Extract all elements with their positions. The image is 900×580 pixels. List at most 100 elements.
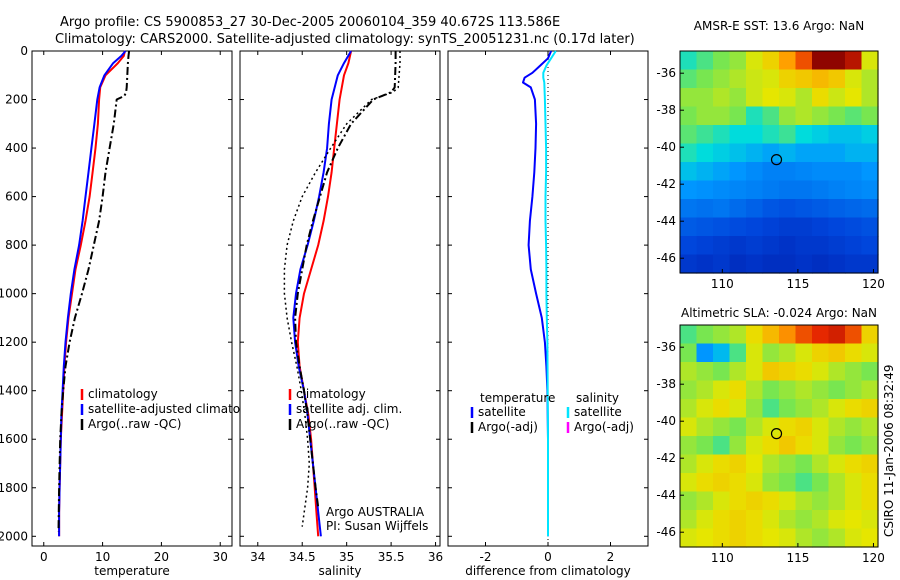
heatmap-cell — [795, 343, 813, 363]
heatmap-cell — [762, 69, 780, 89]
heatmap-cell — [696, 417, 714, 437]
heatmap-cell — [696, 199, 714, 219]
legend-label: satellite-adjusted climatology — [88, 402, 266, 416]
heatmap-cell — [795, 528, 813, 548]
heatmap-cell — [812, 436, 830, 456]
heatmap-cell — [779, 491, 797, 511]
heatmap-cell — [729, 454, 747, 474]
map-x-tick-label: 110 — [711, 551, 734, 565]
heatmap-cell — [812, 217, 830, 237]
heatmap-cell — [746, 399, 764, 419]
map-x-tick-label: 110 — [711, 277, 734, 291]
heatmap-cell — [795, 454, 813, 474]
heatmap-cell — [861, 362, 879, 382]
heatmap-cell — [729, 236, 747, 256]
heatmap-cell — [762, 254, 780, 274]
heatmap-cell — [845, 199, 863, 219]
y-tick-label: 1400 — [0, 384, 28, 398]
heatmap-cell — [729, 473, 747, 493]
heatmap-cell — [713, 199, 731, 219]
profile-series-line — [542, 50, 557, 537]
heatmap-cell — [845, 510, 863, 530]
heatmap-cell — [746, 510, 764, 530]
heatmap-cell — [795, 180, 813, 200]
heatmap-cell — [713, 510, 731, 530]
heatmap-cell — [680, 199, 698, 219]
heatmap-cell — [828, 254, 846, 274]
map-y-tick-label: -44 — [656, 214, 676, 228]
heatmap-cell — [812, 510, 830, 530]
heatmap-cell — [696, 362, 714, 382]
salinity-panel: 34 34.5 35 35.5 36 salinity climatologysatelli… — [239, 50, 443, 578]
map-y-tick-label: -46 — [656, 251, 676, 265]
sla-map: Altimetric SLA: -0.024 Argo: NaN 110 115 12… — [656, 306, 885, 565]
y-tick-label: 200 — [5, 93, 28, 107]
heatmap-cell — [729, 217, 747, 237]
heatmap-cell — [845, 88, 863, 108]
heatmap-cell — [845, 436, 863, 456]
heatmap-cell — [828, 125, 846, 145]
legend-label: Argo(..raw -QC) — [88, 417, 181, 431]
heatmap-cell — [779, 143, 797, 163]
heatmap-cell — [828, 325, 846, 345]
heatmap-cell — [828, 362, 846, 382]
heatmap-cell — [729, 51, 747, 71]
heatmap-cell — [812, 254, 830, 274]
heatmap-cell — [845, 325, 863, 345]
heatmap-cell — [861, 436, 879, 456]
map-x-tick-label: 115 — [786, 277, 809, 291]
heatmap-cell — [729, 510, 747, 530]
heatmap-cell — [713, 436, 731, 456]
heatmap-cell — [680, 125, 698, 145]
legend-label: climatology — [88, 387, 158, 401]
heatmap-cell — [680, 417, 698, 437]
heatmap-cell — [746, 162, 764, 182]
heatmap-cell — [779, 199, 797, 219]
heatmap-cell — [729, 254, 747, 274]
legend-group-title: temperature — [480, 391, 555, 405]
legend-label: satellite — [478, 405, 526, 419]
heatmap-cell — [696, 69, 714, 89]
heatmap-cell — [713, 217, 731, 237]
heatmap-cell — [746, 325, 764, 345]
x-tick-label: 34 — [250, 550, 265, 564]
legend-label: Argo(-adj) — [478, 420, 538, 434]
figure-title-line2: Climatology: CARS2000. Satellite-adjuste… — [55, 32, 635, 47]
heatmap-cell — [729, 325, 747, 345]
heatmap-cell — [729, 399, 747, 419]
heatmap-cell — [779, 217, 797, 237]
heatmap-cell — [861, 417, 879, 437]
heatmap-cell — [713, 88, 731, 108]
heatmap-cell — [828, 199, 846, 219]
y-tick-label: 600 — [5, 190, 28, 204]
profile-series-line — [57, 50, 131, 532]
heatmap-cell — [828, 180, 846, 200]
heatmap-cell — [729, 88, 747, 108]
heatmap-cell — [861, 217, 879, 237]
heatmap-cell — [779, 51, 797, 71]
heatmap-cell — [779, 436, 797, 456]
heatmap-cell — [812, 380, 830, 400]
heatmap-cell — [680, 88, 698, 108]
heatmap-cell — [696, 436, 714, 456]
heatmap-cell — [828, 106, 846, 126]
heatmap-cell — [795, 473, 813, 493]
map-x-tick-label: 115 — [786, 551, 809, 565]
heatmap-cell — [729, 362, 747, 382]
heatmap-cell — [779, 236, 797, 256]
y-tick-label: 400 — [5, 141, 28, 155]
heatmap-cell — [713, 180, 731, 200]
heatmap-cell — [845, 528, 863, 548]
heatmap-cell — [828, 417, 846, 437]
map-y-tick-label: -46 — [656, 525, 676, 539]
heatmap-cell — [746, 528, 764, 548]
heatmap-cell — [762, 436, 780, 456]
heatmap-cell — [779, 399, 797, 419]
heatmap-cell — [812, 69, 830, 89]
x-tick-label: 20 — [154, 550, 169, 564]
heatmap-cell — [696, 217, 714, 237]
heatmap-cell — [812, 362, 830, 382]
y-tick-label: 2000 — [0, 529, 28, 543]
x-tick-label: 34.5 — [289, 550, 316, 564]
heatmap-cell — [713, 362, 731, 382]
